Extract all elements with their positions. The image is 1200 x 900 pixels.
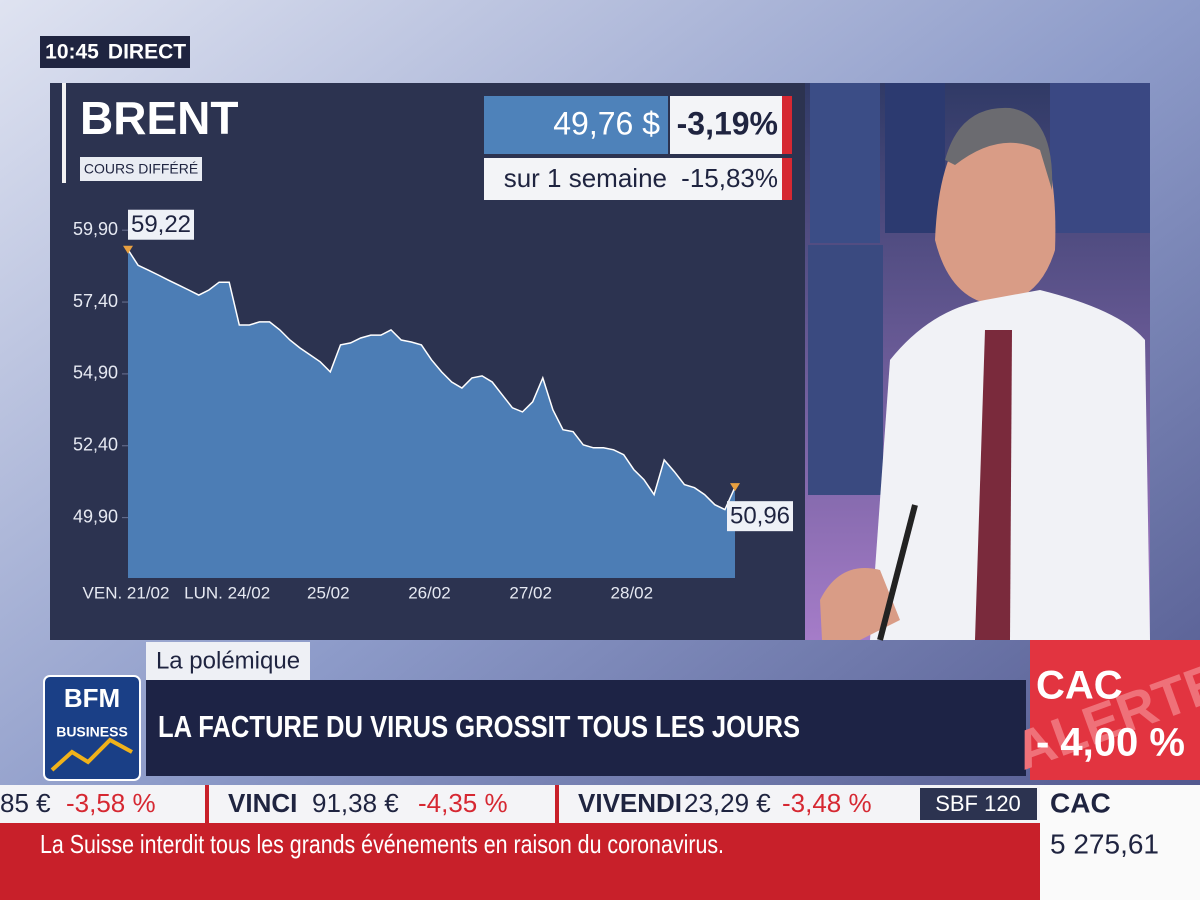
title-accent [62, 83, 66, 183]
y-tick-label: 49,90 [73, 506, 118, 526]
ticker-change: -3,48 % [782, 788, 872, 818]
ticker-name: VINCI [228, 788, 297, 818]
clock-time: 10:45 [45, 41, 99, 64]
presenter-hair [945, 107, 1053, 190]
week-label: sur 1 semaine [504, 163, 667, 193]
live-label: DIRECT [108, 41, 186, 64]
tag: La polémique [156, 647, 300, 674]
x-tick-label: 25/02 [307, 583, 350, 602]
alert-change: - 4,00 % [1036, 721, 1185, 765]
headline: LA FACTURE DU VIRUS GROSSIT TOUS LES JOU… [158, 709, 800, 744]
area-fill [128, 249, 735, 578]
change-box [670, 96, 782, 154]
ticker-bar [0, 785, 1040, 823]
studio-screen [808, 245, 883, 495]
ticker-name: VIVENDI [578, 788, 682, 818]
y-tick-label: 59,90 [73, 219, 118, 239]
x-tick-label: 26/02 [408, 583, 451, 602]
x-tick-label: VEN. 21/02 [83, 583, 170, 602]
ticker-price: 23,29 € [684, 788, 771, 818]
subtitle-box [80, 157, 202, 181]
ticker-price: 91,38 € [312, 788, 399, 818]
x-tick-label: LUN. 24/02 [184, 583, 270, 602]
plot: 59,90 57,40 54,90 52,40 49,90 VEN. 21/02 LUN. … [73, 209, 793, 602]
end-marker [730, 483, 740, 492]
presenter-hand [820, 568, 900, 640]
ticker-separator [205, 785, 209, 823]
ticker-change: -3,58 % [66, 788, 156, 818]
index-value: 5 275,61 [1050, 828, 1159, 859]
value-label-box [727, 501, 793, 532]
x-tick-label: 28/02 [611, 583, 654, 602]
logo-top: BFM [64, 683, 120, 713]
index-name: CAC [1050, 787, 1111, 818]
ticker-index: SBF 120 [935, 791, 1021, 816]
ticker-separator [555, 785, 559, 823]
week-change: -15,83% [681, 163, 778, 193]
index-box [1040, 785, 1200, 900]
ticker-index-box [920, 788, 1037, 820]
value-label: 59,22 [131, 211, 191, 238]
y-tick-label: 54,90 [73, 363, 118, 383]
week-box [484, 158, 782, 200]
news: La Suisse interdit tous les grands événe… [40, 829, 724, 859]
line [127, 249, 736, 511]
logo-swoosh [50, 737, 133, 772]
week-flag [782, 158, 792, 200]
alert-index: CAC [1036, 664, 1123, 708]
alert-box [1030, 640, 1200, 780]
change-flag [782, 96, 792, 154]
studio-screen [810, 83, 880, 243]
change: -3,19% [677, 105, 778, 141]
value-label-box [128, 209, 194, 240]
price: 49,76 $ [553, 105, 660, 141]
chart-title: BRENT [80, 92, 238, 144]
tag-box [146, 642, 310, 680]
chart-subtitle: COURS DIFFÉRÉ [84, 161, 198, 177]
price-box [484, 96, 668, 154]
studio-screen [885, 83, 945, 233]
value-label: 50,96 [730, 503, 790, 530]
presenter-head [935, 110, 1056, 305]
studio-screen [1050, 83, 1150, 233]
news-bar [0, 823, 1040, 900]
ticker-change: -4,35 % [418, 788, 508, 818]
headline-bar [146, 680, 1026, 776]
logo-bottom: BUSINESS [56, 724, 128, 740]
clock-box [40, 36, 190, 68]
y-tick-label: 57,40 [73, 291, 118, 311]
end-marker [123, 245, 133, 254]
x-tick-label: 27/02 [509, 583, 552, 602]
y-tick-label: 52,40 [73, 435, 118, 455]
presenter-tie [975, 330, 1012, 640]
ticker-price: 85 € [0, 788, 51, 818]
microphone [877, 504, 918, 641]
